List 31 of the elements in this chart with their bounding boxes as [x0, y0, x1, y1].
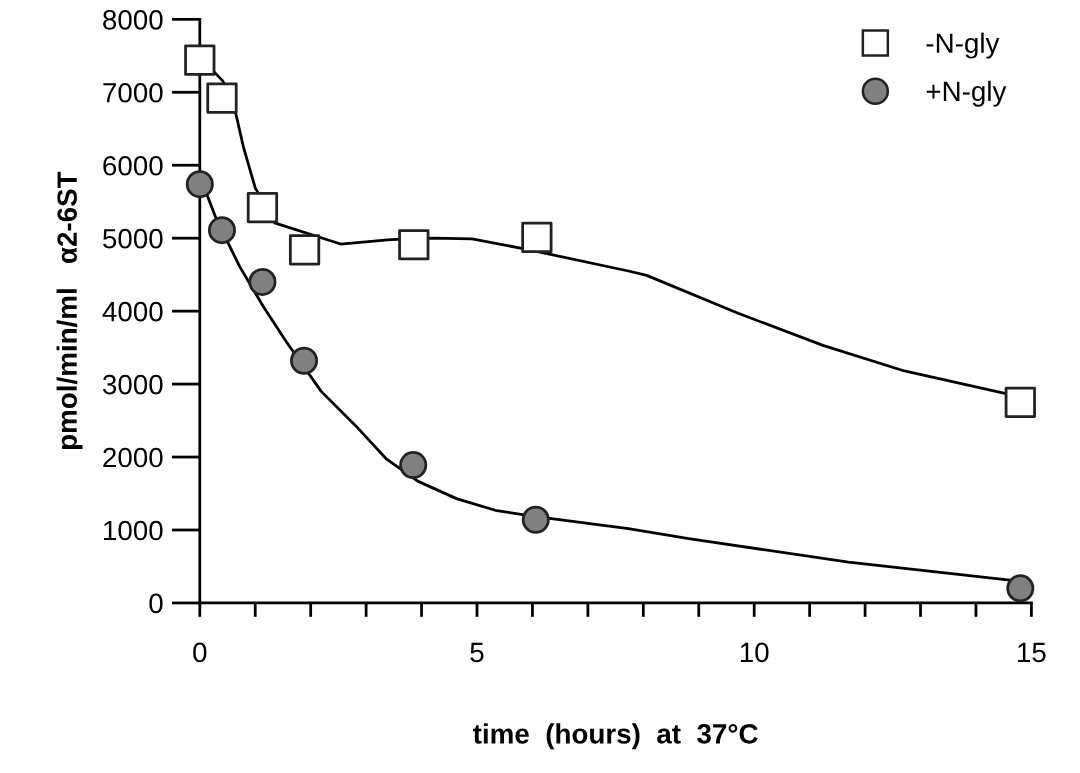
- point: [521, 221, 553, 254]
- y-tick-label: 8000: [103, 9, 163, 30]
- y-tick-label: 3000: [102, 374, 163, 395]
- point: [1004, 386, 1036, 418]
- y-tick-label: 0: [149, 593, 163, 614]
- point: [184, 44, 216, 76]
- point: [290, 346, 319, 375]
- point: [185, 170, 214, 199]
- point: [398, 229, 430, 261]
- point: [206, 82, 238, 114]
- y-tick-label: 7000: [103, 82, 163, 103]
- y-tick-label: 5000: [103, 228, 163, 249]
- y-tick-label: 2000: [103, 447, 163, 468]
- point: [1006, 574, 1035, 603]
- x-tick-label: 15: [1018, 642, 1046, 663]
- y-tick-label: 1000: [104, 520, 163, 541]
- point: [248, 267, 277, 296]
- x-tick-label: 10: [740, 642, 769, 663]
- point: [521, 505, 550, 534]
- point: [246, 191, 279, 224]
- x-axis-title: time (hours) at 37°C: [473, 723, 758, 750]
- point: [288, 234, 321, 266]
- x-tick-label: 0: [193, 642, 207, 663]
- x-tick-label: 5: [470, 642, 484, 663]
- y-tick-label: 4000: [102, 301, 163, 322]
- point: [207, 216, 236, 245]
- point: [399, 451, 428, 480]
- y-tick-label: 6000: [103, 155, 163, 176]
- legend-label: +N-gly: [926, 80, 1007, 107]
- y-axis-title: pmol/min/ml α2-6ST: [56, 171, 83, 450]
- legend-label: -N-gly: [926, 32, 1000, 59]
